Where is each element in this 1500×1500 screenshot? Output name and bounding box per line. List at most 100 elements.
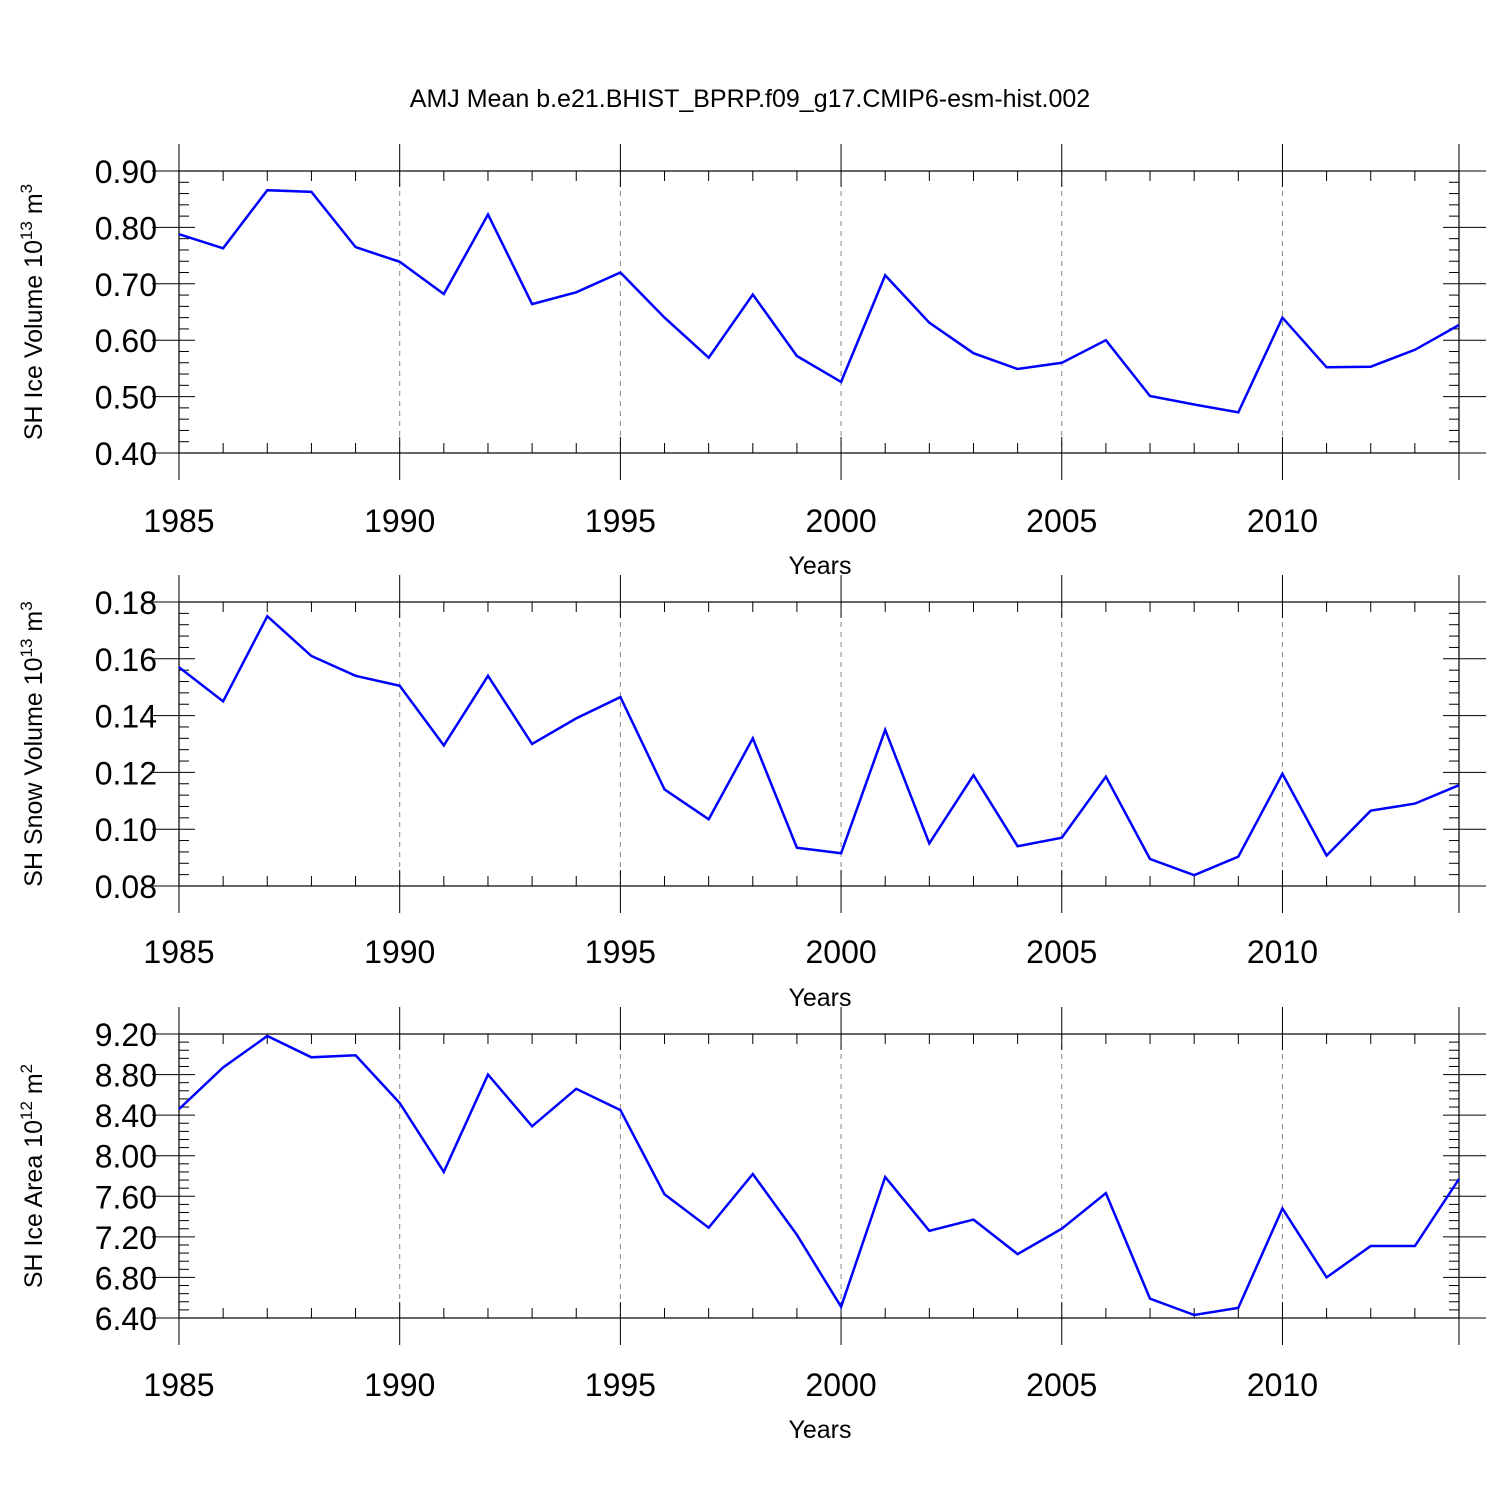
data-point: [663, 316, 667, 320]
data-point: [972, 773, 976, 777]
data-point: [574, 1087, 578, 1091]
data-point: [354, 674, 358, 678]
y-tick-label: 6.40: [95, 1301, 157, 1337]
y-tick-label: 0.90: [95, 154, 157, 190]
data-point: [177, 232, 181, 236]
data-point: [1148, 394, 1152, 398]
data-point: [1148, 857, 1152, 861]
data-point: [927, 841, 931, 845]
data-point: [354, 245, 358, 249]
x-tick-label: 1990: [364, 1367, 435, 1403]
plot-frame: [178, 170, 1460, 454]
y-axis-label: SH Ice Area 1012 m2: [17, 1064, 48, 1288]
data-point: [530, 302, 534, 306]
data-point: [574, 290, 578, 294]
data-point: [663, 787, 667, 791]
x-tick-label: 1990: [364, 934, 435, 970]
data-point: [1236, 855, 1240, 859]
data-point: [1325, 1275, 1329, 1279]
data-point: [751, 1172, 755, 1176]
data-point: [1148, 1297, 1152, 1301]
data-point: [1280, 316, 1284, 320]
y-tick-label: 9.20: [95, 1017, 157, 1053]
data-point: [1192, 873, 1196, 877]
data-point: [309, 1055, 313, 1059]
x-tick-label: 1995: [585, 934, 656, 970]
plot-frame: [178, 601, 1460, 887]
data-point: [927, 321, 931, 325]
data-point: [486, 212, 490, 216]
y-tick-label: 0.40: [95, 436, 157, 472]
x-axis-label: Years: [788, 984, 851, 1012]
data-point: [795, 846, 799, 850]
data-point: [398, 260, 402, 264]
data-point: [927, 1229, 931, 1233]
data-point: [486, 1073, 490, 1077]
y-axis-label: SH Ice Volume 1013 m3: [17, 184, 48, 440]
data-point: [221, 1066, 225, 1070]
data-point: [972, 351, 976, 355]
data-point: [1060, 361, 1064, 365]
data-point: [1280, 772, 1284, 776]
x-axis-label: Years: [788, 1416, 851, 1444]
data-point: [398, 684, 402, 688]
data-point: [707, 356, 711, 360]
x-tick-label: 1995: [585, 503, 656, 539]
data-point: [618, 1108, 622, 1112]
data-point: [1325, 854, 1329, 858]
data-point: [618, 695, 622, 699]
data-point: [883, 273, 887, 277]
data-point: [1192, 403, 1196, 407]
y-tick-label: 6.80: [95, 1260, 157, 1296]
data-point: [1192, 1313, 1196, 1317]
x-tick-label: 1995: [585, 1367, 656, 1403]
y-tick-label: 0.08: [95, 869, 157, 905]
data-point: [839, 380, 843, 384]
x-tick-label: 1985: [143, 934, 214, 970]
y-tick-label: 7.20: [95, 1220, 157, 1256]
data-point: [1457, 1177, 1461, 1181]
data-point: [398, 1101, 402, 1105]
y-tick-label: 0.60: [95, 323, 157, 359]
data-point: [486, 674, 490, 678]
data-point: [1016, 367, 1020, 371]
x-tick-label: 1990: [364, 503, 435, 539]
series-line: [178, 614, 1460, 877]
data-point: [1457, 323, 1461, 327]
data-point: [883, 1175, 887, 1179]
data-point: [839, 1305, 843, 1309]
y-tick-label: 8.00: [95, 1139, 157, 1175]
data-point: [265, 1034, 269, 1038]
data-point: [1060, 1227, 1064, 1231]
data-point: [1016, 1252, 1020, 1256]
x-tick-label: 1985: [143, 1367, 214, 1403]
x-tick-label: 1985: [143, 503, 214, 539]
data-point: [177, 665, 181, 669]
data-point: [1236, 410, 1240, 414]
data-point: [1325, 365, 1329, 369]
data-point: [795, 1233, 799, 1237]
data-point: [530, 742, 534, 746]
x-tick-label: 2010: [1247, 503, 1318, 539]
data-point: [221, 246, 225, 250]
data-point: [309, 654, 313, 658]
data-point: [1369, 1244, 1373, 1248]
data-point: [1104, 1191, 1108, 1195]
y-tick-label: 0.10: [95, 812, 157, 848]
chart-title: AMJ Mean b.e21.BHIST_BPRP.f09_g17.CMIP6-…: [410, 85, 1090, 113]
series-line: [178, 188, 1460, 414]
y-axis-label: SH Snow Volume 1013 m3: [17, 601, 48, 886]
panel-2: 0.08 0.10 0.12 0.14 0.16 0.18 1985 1990 1995 2000…: [17, 575, 1486, 1012]
data-point: [442, 743, 446, 747]
data-point: [707, 1226, 711, 1230]
y-tick-label: 0.12: [95, 755, 157, 791]
data-point: [663, 1192, 667, 1196]
y-tick-label: 8.40: [95, 1098, 157, 1134]
data-point: [442, 1170, 446, 1174]
data-point: [1016, 844, 1020, 848]
y-tick-label: 0.80: [95, 210, 157, 246]
data-point: [1104, 775, 1108, 779]
y-tick-label: 8.80: [95, 1058, 157, 1094]
x-tick-label: 2000: [805, 503, 876, 539]
data-point: [574, 716, 578, 720]
